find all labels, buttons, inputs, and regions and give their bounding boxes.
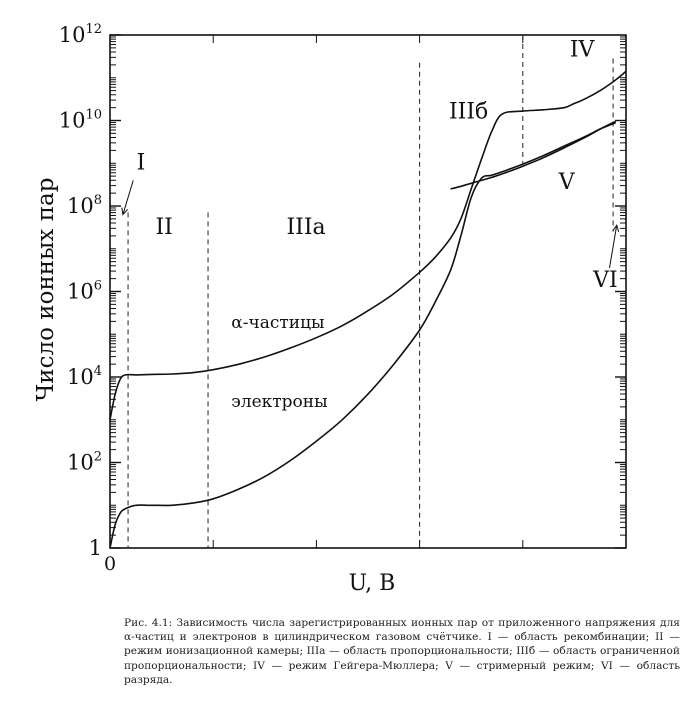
y-axis-ticks: 1 102 104 106 108 1010 1012 [59, 22, 626, 560]
figure-caption: Рис. 4.1: Зависимость числа зарегистриро… [124, 617, 680, 686]
arrow-head [121, 207, 129, 216]
y-tick-label: 1 [89, 536, 102, 560]
x-axis-label: U, В [349, 571, 396, 596]
region-arrow [122, 180, 134, 215]
arrow-head [612, 224, 620, 233]
y-tick-label: 102 [67, 450, 102, 475]
plot-border [109, 34, 627, 549]
y-axis-label: Число ионных пар [33, 178, 59, 402]
region-boundaries [127, 35, 614, 548]
y-tick-label: 1010 [59, 108, 102, 133]
region-arrow [608, 225, 618, 269]
curve-annotation: электроны [231, 392, 327, 412]
y-tick-label: 1012 [59, 22, 102, 47]
region-label: VI [592, 268, 618, 293]
region-label: V [558, 170, 576, 195]
region-arrows [121, 180, 620, 269]
streamer-curve [450, 120, 617, 190]
region-label: IIIa [286, 215, 325, 240]
region-label: I [137, 151, 146, 176]
region-label: II [155, 215, 172, 240]
x-tick-label: 0 [104, 553, 116, 575]
y-tick-label: 108 [67, 193, 102, 218]
plot-frame [109, 34, 627, 549]
electrons-curve [109, 121, 617, 549]
curve-annotation: α-частицы [231, 313, 324, 333]
curves [109, 70, 627, 549]
region-label: IV [570, 37, 596, 62]
y-tick-label: 104 [67, 364, 102, 389]
region-label: IIIб [449, 99, 488, 124]
alpha-particles-curve [109, 70, 627, 420]
y-tick-label: 106 [67, 279, 102, 304]
